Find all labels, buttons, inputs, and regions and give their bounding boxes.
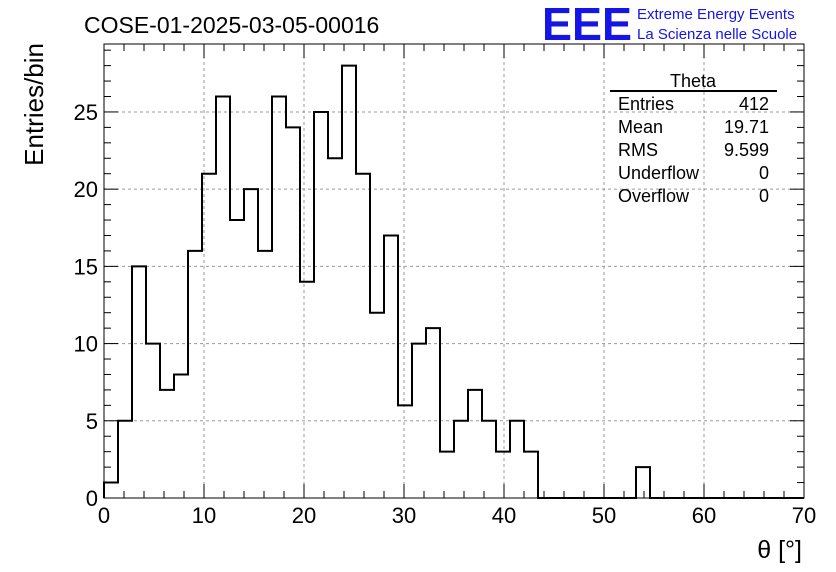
eee-logo: EEE Extreme Energy Events La Scienza nel… bbox=[542, 0, 797, 50]
stats-value: 0 bbox=[759, 186, 769, 206]
stats-value: 9.599 bbox=[724, 140, 769, 160]
y-tick-label: 0 bbox=[86, 486, 98, 511]
plot-frame bbox=[103, 43, 805, 499]
tick-label-layer: 0 10 20 30 40 50 60 70 0 5 10 15 20 25 bbox=[74, 100, 817, 528]
x-tick-label: 10 bbox=[192, 503, 216, 528]
x-tick-label: 20 bbox=[292, 503, 316, 528]
y-tick-label: 10 bbox=[74, 332, 98, 357]
stats-title: Theta bbox=[670, 71, 717, 91]
x-tick-label: 40 bbox=[492, 503, 516, 528]
stats-label: Overflow bbox=[618, 186, 690, 206]
x-tick-label: 60 bbox=[692, 503, 716, 528]
x-tick-label: 70 bbox=[792, 503, 816, 528]
x-axis-title: θ [°] bbox=[757, 536, 802, 564]
y-tick-label: 15 bbox=[74, 254, 98, 279]
x-tick-label: 0 bbox=[98, 503, 110, 528]
eee-logo-mark: EEE bbox=[542, 0, 632, 50]
stats-label: Mean bbox=[618, 117, 663, 137]
stats-label: Underflow bbox=[618, 163, 700, 183]
y-axis-title: Entries/bin bbox=[19, 43, 49, 166]
logo-line-2: La Scienza nelle Scuole bbox=[637, 26, 797, 43]
stats-label: Entries bbox=[618, 94, 674, 114]
x-tick-label: 30 bbox=[392, 503, 416, 528]
y-tick-label: 5 bbox=[86, 409, 98, 434]
stats-value: 412 bbox=[739, 94, 769, 114]
stats-box: Theta Entries 412 Mean 19.71 RMS 9.599 Underfl… bbox=[610, 71, 777, 206]
stats-value: 19.71 bbox=[724, 117, 769, 137]
stats-value: 0 bbox=[759, 163, 769, 183]
logo-line-1: Extreme Energy Events bbox=[637, 6, 795, 23]
run-title: COSE-01-2025-03-05-00016 bbox=[84, 12, 379, 38]
stats-label: RMS bbox=[618, 140, 658, 160]
tick-layer bbox=[103, 44, 805, 499]
y-tick-label: 20 bbox=[74, 177, 98, 202]
stats-rows: Entries 412 Mean 19.71 RMS 9.599 Underflow 0 Ove… bbox=[618, 94, 769, 206]
y-tick-label: 25 bbox=[74, 100, 98, 125]
x-tick-label: 50 bbox=[592, 503, 616, 528]
